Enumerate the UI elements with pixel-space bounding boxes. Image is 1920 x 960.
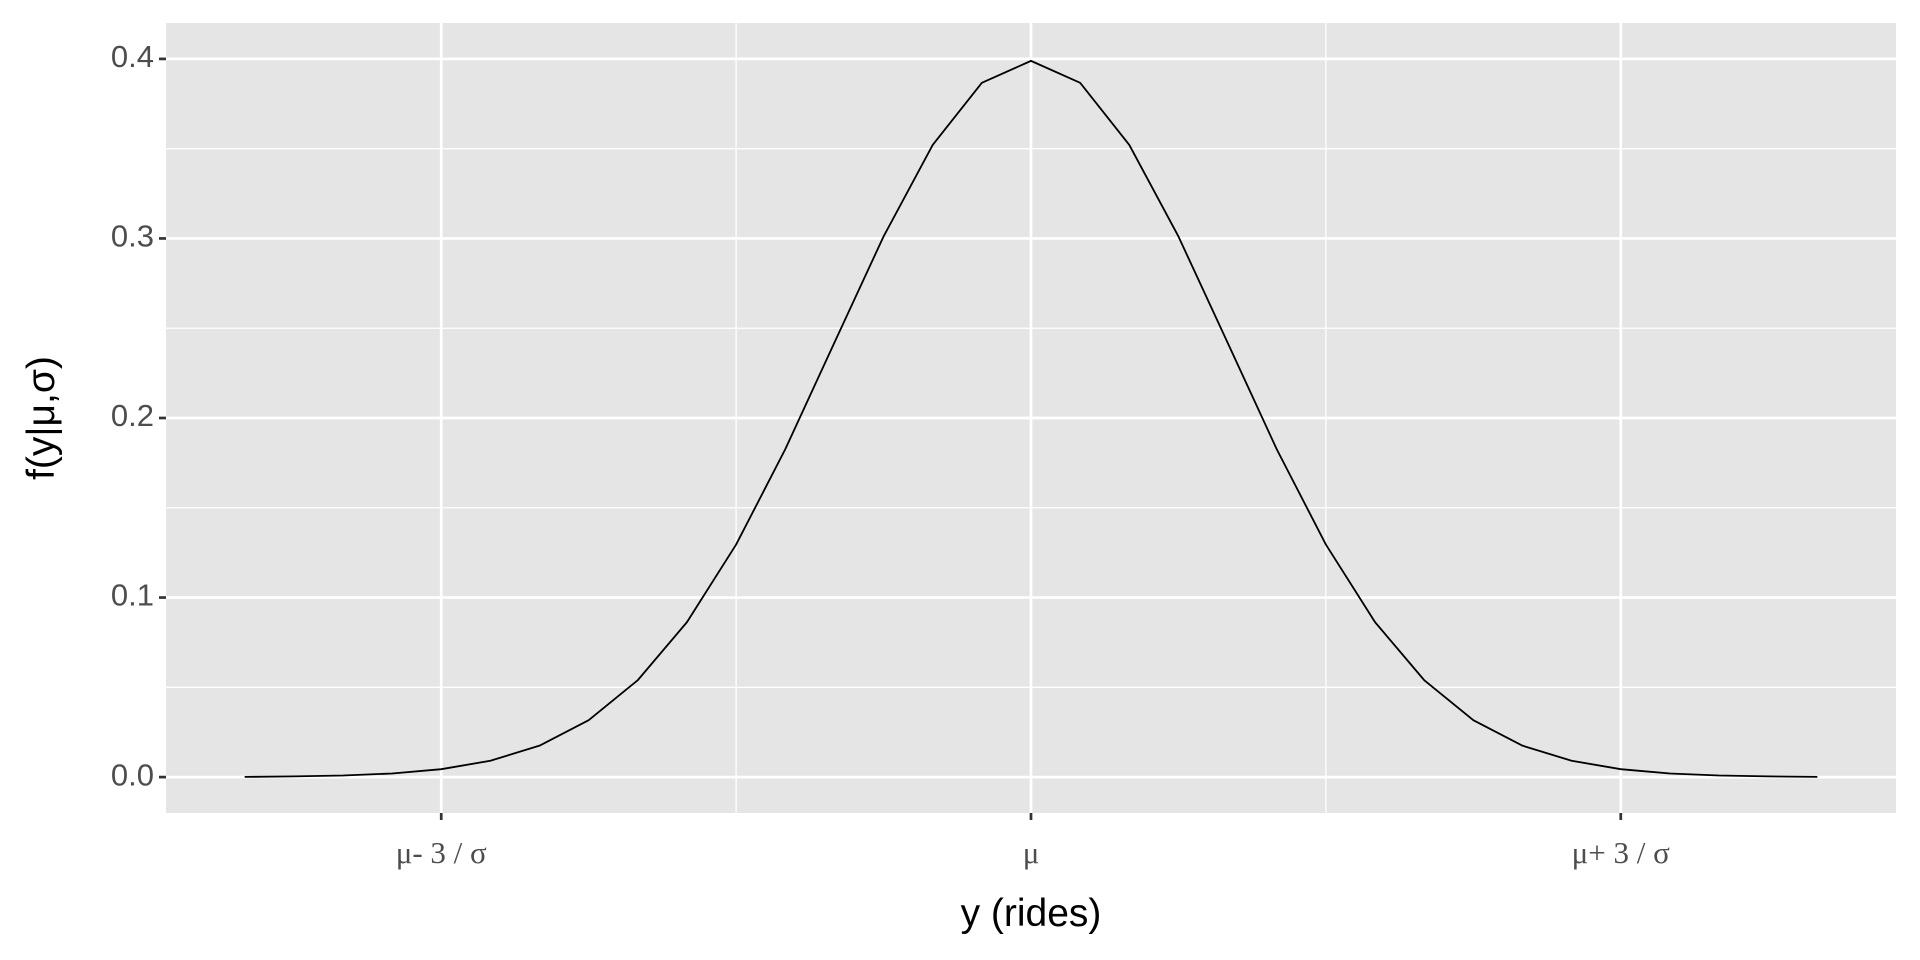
y-tick-label: 0.0 (111, 757, 154, 792)
x-axis-label: y (rides) (961, 892, 1102, 935)
y-tick-label: 0.2 (111, 398, 154, 433)
y-axis-label: f(y|μ,σ) (20, 356, 63, 480)
x-tick-label: μ (1023, 835, 1040, 870)
density-line (244, 59, 1818, 778)
y-tick-label: 0.1 (111, 578, 154, 613)
y-tick-label: 0.4 (111, 39, 154, 74)
x-tick-label: μ+ 3 / σ (1572, 835, 1670, 870)
x-tick-label: μ- 3 / σ (396, 835, 487, 870)
y-tick-label: 0.3 (111, 219, 154, 254)
